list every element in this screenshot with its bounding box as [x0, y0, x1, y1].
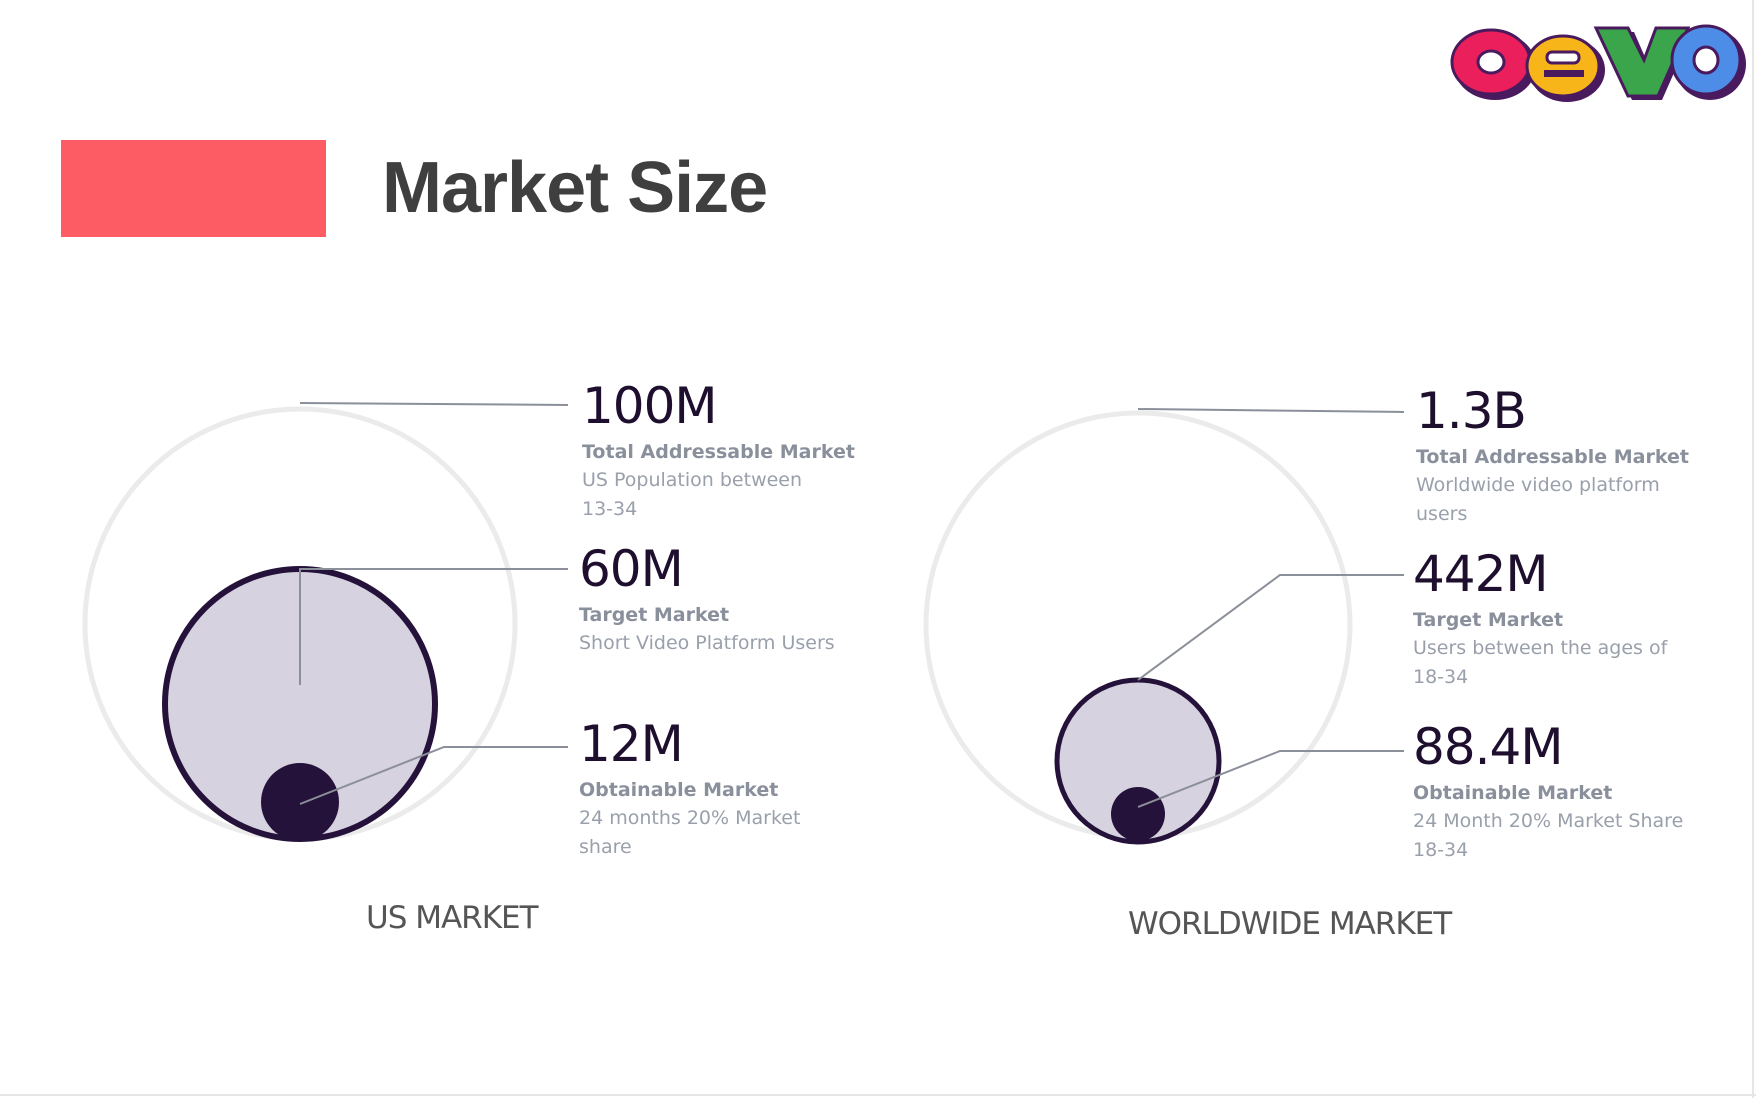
- slide-border-right: [1752, 0, 1754, 1098]
- tier-value: 1.3B: [1416, 382, 1527, 440]
- slide-title: Market Size: [382, 148, 768, 228]
- logo-letter-o1: [1450, 28, 1536, 100]
- tier-name: Total Addressable Market: [1416, 446, 1689, 468]
- tier-value: 100M: [582, 377, 718, 435]
- worldwide-market-circles: [923, 408, 1405, 845]
- tier-description: 24 months 20% Market share: [579, 807, 801, 858]
- tier-description: US Population between 13-34: [582, 469, 803, 520]
- tier-value: 442M: [1413, 545, 1549, 603]
- worldwide-total-addressable-label: 1.3B Total Addressable Market Worldwide …: [1416, 383, 1696, 529]
- tier-description: Worldwide video platform users: [1416, 474, 1660, 525]
- slide-border-bottom: [0, 1094, 1756, 1096]
- title-accent-bar: [61, 140, 326, 237]
- tier-name: Obtainable Market: [1413, 782, 1613, 804]
- us-obtainable-leader-line: [299, 746, 568, 805]
- tier-description: Users between the ages of 18-34: [1413, 637, 1668, 688]
- oevo-logo: [1450, 24, 1746, 102]
- us-total-leader-line: [299, 402, 569, 406]
- tier-name: Target Market: [579, 604, 730, 626]
- us-market-circles: [82, 402, 569, 842]
- worldwide-market-caption: WORLDWIDE MARKET: [1128, 906, 1452, 942]
- us-obtainable-circle: [261, 763, 339, 841]
- us-target-label: 60M Target Market Short Video Platform U…: [579, 541, 859, 658]
- worldwide-target-leader-line: [1137, 574, 1404, 681]
- worldwide-target-label: 442M Target Market Users between the age…: [1413, 546, 1693, 692]
- worldwide-obtainable-label: 88.4M Obtainable Market 24 Month 20% Mar…: [1413, 719, 1693, 865]
- tier-name: Obtainable Market: [579, 779, 779, 801]
- us-target-leader-line: [299, 568, 568, 685]
- us-obtainable-label: 12M Obtainable Market 24 months 20% Mark…: [579, 716, 859, 862]
- tier-value: 88.4M: [1413, 718, 1563, 776]
- tier-value: 60M: [579, 540, 684, 598]
- worldwide-total-leader-line: [1137, 408, 1405, 413]
- tier-description: 24 Month 20% Market Share 18-34: [1413, 810, 1684, 861]
- tier-name: Target Market: [1413, 609, 1564, 631]
- us-market-caption: US MARKET: [366, 900, 539, 936]
- us-total-addressable-label: 100M Total Addressable Market US Populat…: [582, 378, 862, 524]
- tier-description: Short Video Platform Users: [579, 632, 835, 654]
- tier-name: Total Addressable Market: [582, 441, 855, 463]
- tier-value: 12M: [579, 715, 684, 773]
- logo-letter-v: [1593, 26, 1692, 100]
- worldwide-obtainable-leader-line: [1137, 750, 1404, 808]
- worldwide-obtainable-circle: [1111, 787, 1165, 841]
- logo-letter-e: [1525, 34, 1605, 102]
- logo-letter-o2: [1670, 24, 1746, 100]
